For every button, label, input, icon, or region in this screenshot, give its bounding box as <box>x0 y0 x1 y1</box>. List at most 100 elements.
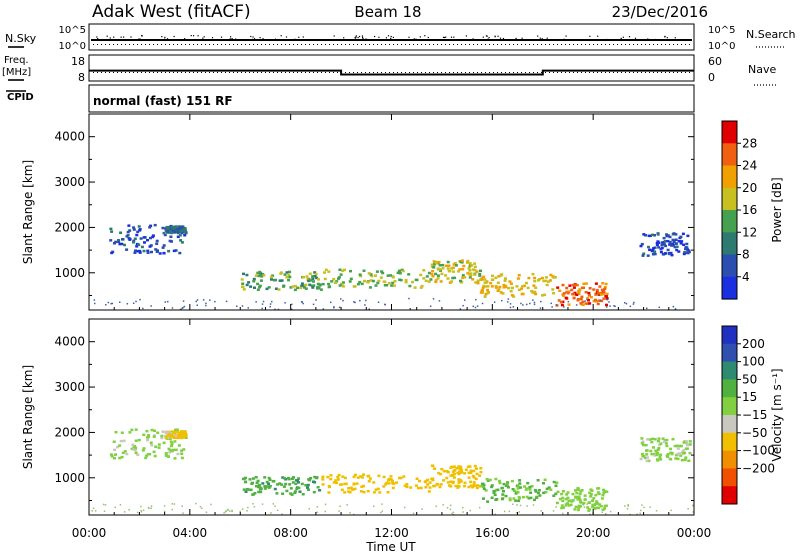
echo-cell <box>258 487 262 491</box>
echo-cell <box>321 483 325 486</box>
nsearch-point <box>385 44 386 45</box>
echo-cell <box>490 485 494 489</box>
echo-cell <box>451 266 455 269</box>
echo-cell <box>577 292 581 295</box>
nave-point <box>373 72 374 73</box>
echo-cell <box>386 491 390 494</box>
echo-cell <box>395 481 399 484</box>
echo-cell <box>653 246 657 249</box>
ground-scatter-cell <box>373 505 375 507</box>
echo-cell <box>132 228 136 231</box>
nsearch-point <box>505 44 506 45</box>
ground-scatter-cell <box>269 303 272 305</box>
echo-cell <box>643 456 647 460</box>
nave-point <box>469 72 470 73</box>
echo-cell <box>584 302 588 305</box>
freq-trace <box>89 69 694 76</box>
ground-scatter-cell <box>302 302 304 305</box>
echo-cell <box>420 284 424 288</box>
echo-cell <box>684 456 688 459</box>
nsearch-point <box>221 44 222 45</box>
nsearch-point <box>377 44 378 45</box>
echo-cell <box>479 291 483 294</box>
echo-cell <box>438 485 442 489</box>
echo-cell <box>360 282 364 286</box>
colorbar-swatch <box>722 326 737 345</box>
echo-cell <box>265 485 269 488</box>
nave-point <box>645 72 646 73</box>
y-tick-label: 4000 <box>54 130 85 144</box>
nsearch-point <box>105 44 106 45</box>
echo-cell <box>588 501 591 504</box>
echo-cell <box>472 476 476 479</box>
echo-cell <box>247 281 251 284</box>
nsearch-point <box>613 44 614 45</box>
nave-point <box>525 72 526 73</box>
nsky-point <box>487 38 489 40</box>
echo-cell <box>429 278 433 281</box>
echo-cell <box>480 278 484 281</box>
echo-cell <box>436 274 440 277</box>
echo-cell <box>668 235 672 239</box>
echo-cell <box>338 268 342 271</box>
freq-tick-lo: 8 <box>78 71 85 84</box>
nsky-point <box>620 37 622 40</box>
nave-label: Nave <box>748 63 776 76</box>
echo-cell <box>125 235 129 238</box>
echo-cell <box>651 253 655 256</box>
echo-cell <box>595 300 599 303</box>
echo-cell <box>569 503 573 506</box>
nsearch-point <box>121 44 122 45</box>
echo-cell <box>446 277 450 280</box>
echo-cell <box>148 245 152 248</box>
echo-cell <box>494 284 498 288</box>
ground-scatter-cell <box>359 299 361 302</box>
echo-cell <box>526 481 530 485</box>
colorbar-swatch <box>722 210 737 233</box>
echo-cell <box>544 490 548 494</box>
nsearch-point <box>681 44 682 45</box>
echo-cell <box>604 282 608 286</box>
nsky-point <box>442 36 445 38</box>
nsky-tick-lo: 10^0 <box>59 41 86 52</box>
nave-point <box>233 72 234 73</box>
ground-scatter-cell <box>462 506 464 509</box>
echo-cell <box>352 483 356 486</box>
nsky-point <box>343 37 345 39</box>
ground-scatter-cell <box>474 306 477 309</box>
ground-scatter-cell <box>239 510 241 513</box>
nave-point <box>193 72 194 73</box>
echo-cell <box>372 481 376 484</box>
echo-cell <box>153 429 156 432</box>
echo-cell <box>293 490 297 493</box>
nsearch-point <box>433 44 434 45</box>
echo-cell <box>651 437 655 441</box>
echo-cell <box>656 439 660 443</box>
echo-cell <box>679 242 683 245</box>
echo-cell <box>399 278 403 282</box>
echo-cell <box>651 233 655 237</box>
nsky-point <box>141 35 143 37</box>
echo-cell <box>352 475 356 479</box>
ground-scatter-cell <box>509 306 512 309</box>
nsearch-point <box>429 44 430 45</box>
echo-cell <box>335 280 339 283</box>
nsearch-point <box>529 44 530 45</box>
nsky-point <box>499 37 502 39</box>
echo-cell <box>658 455 662 459</box>
ground-scatter-cell <box>164 301 166 303</box>
nsky-point <box>96 36 98 38</box>
echo-cell <box>469 272 473 275</box>
echo-cell <box>453 472 456 476</box>
echo-cell <box>672 240 676 244</box>
echo-cell <box>180 449 184 452</box>
echo-cell <box>603 504 607 508</box>
echo-cell <box>452 465 456 468</box>
echo-cell <box>591 499 594 502</box>
echo-cell <box>109 239 113 242</box>
echo-cell <box>486 479 490 482</box>
echo-cell <box>592 497 596 500</box>
echo-cell <box>424 479 428 483</box>
echo-cell <box>516 491 520 494</box>
nsearch-point <box>609 44 610 45</box>
